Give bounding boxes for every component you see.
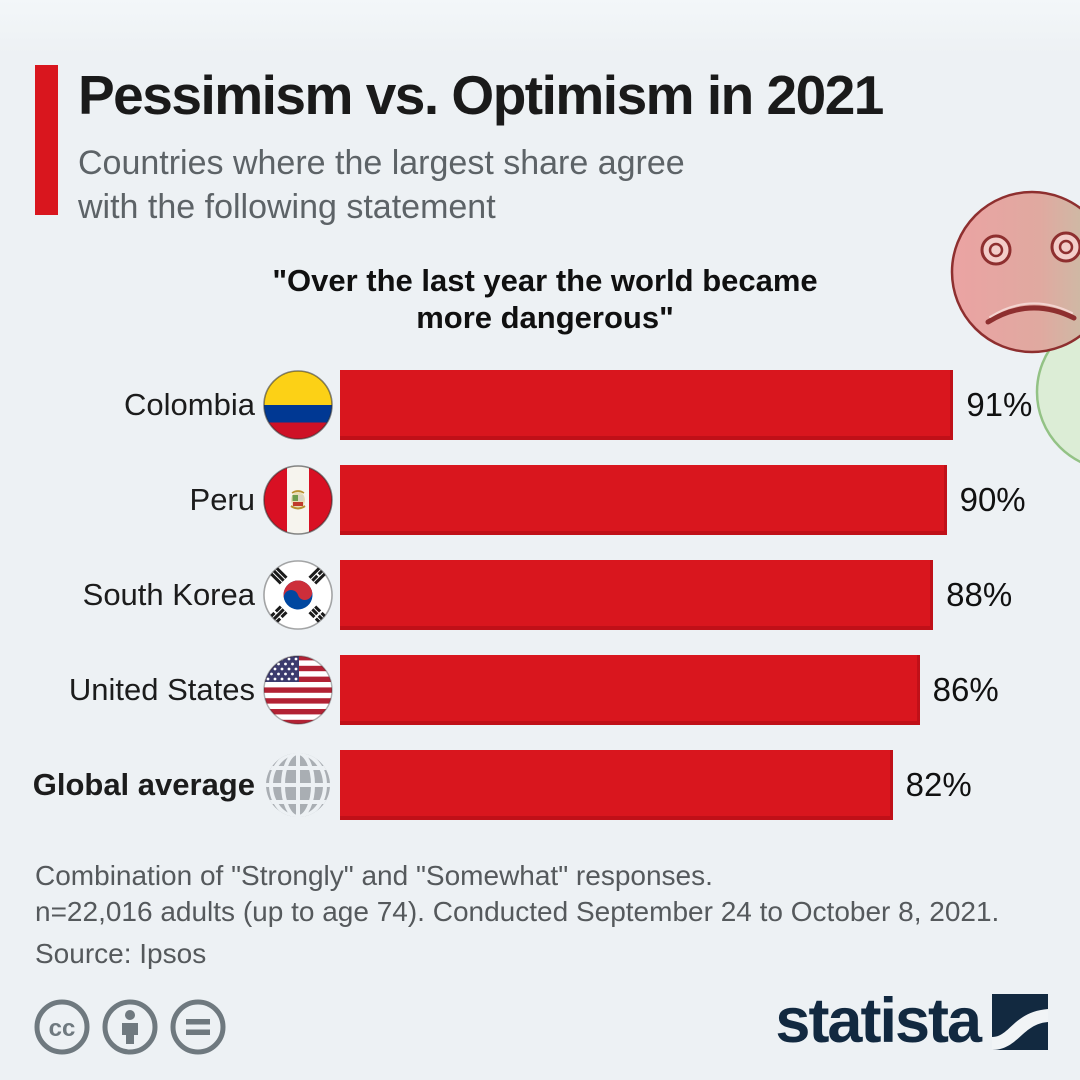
bar-row-south-korea: South Korea [0, 560, 1080, 630]
statista-logo[interactable]: statista [775, 990, 1048, 1053]
peru-flag-icon [263, 465, 333, 535]
value-label: 86% [932, 671, 999, 708]
sad-face-right-eye [1050, 231, 1080, 263]
footnotes: Combination of "Strongly" and "Somewhat"… [35, 858, 1045, 972]
value-label: 91% [966, 386, 1033, 423]
category-label: United States [68, 672, 255, 707]
bar-south-korea [340, 560, 934, 630]
category-label: Colombia [124, 387, 255, 422]
bar-united-states [340, 655, 920, 725]
bar-colombia [340, 370, 954, 440]
south-korea-flag-icon [263, 560, 333, 630]
subtitle-line-2: with the following statement [78, 188, 496, 226]
united-states-flag-icon [263, 655, 333, 725]
bar-row-united-states: United States [0, 655, 1080, 725]
category-label: South Korea [82, 577, 255, 612]
attribution-icon[interactable] [101, 998, 159, 1056]
globe-icon [263, 750, 333, 820]
subtitle-line-1: Countries where the largest share agree [78, 144, 685, 182]
footnote-source: Source: Ipsos [35, 938, 207, 969]
colombia-flag-icon [263, 370, 333, 440]
creative-commons-icon[interactable]: cc [33, 998, 91, 1056]
page-title: Pessimism vs. Optimism in 2021 [78, 64, 884, 126]
footnote-sample: n=22,016 adults (up to age 74). Conducte… [35, 896, 1000, 927]
bar-chart: Colombia 91% Peru [0, 370, 1080, 845]
value-label: 90% [959, 481, 1026, 518]
category-label: Global average [32, 767, 255, 802]
sad-face-left-eye [980, 234, 1012, 266]
no-derivatives-icon[interactable] [169, 998, 227, 1056]
bar-global-average [340, 750, 893, 820]
bar-row-global-average: Global average 82% [0, 750, 1080, 820]
svg-text:cc: cc [49, 1015, 76, 1042]
sad-face-mouth [985, 305, 1077, 325]
page-subtitle: Countries where the largest share agree … [78, 141, 838, 229]
category-label: Peru [189, 482, 255, 517]
license-badges: cc [33, 998, 227, 1056]
value-label: 82% [905, 766, 972, 803]
footnote-methodology: Combination of "Strongly" and "Somewhat"… [35, 860, 713, 891]
bar-row-peru: Peru [0, 465, 1080, 535]
survey-statement: "Over the last year the world became mor… [272, 263, 818, 335]
value-label: 88% [946, 576, 1013, 613]
title-accent-bar [35, 65, 58, 215]
bar-row-colombia: Colombia 91% [0, 370, 1080, 440]
bar-peru [340, 465, 947, 535]
statista-logo-mark [992, 993, 1048, 1050]
statista-logo-text: statista [775, 986, 982, 1056]
